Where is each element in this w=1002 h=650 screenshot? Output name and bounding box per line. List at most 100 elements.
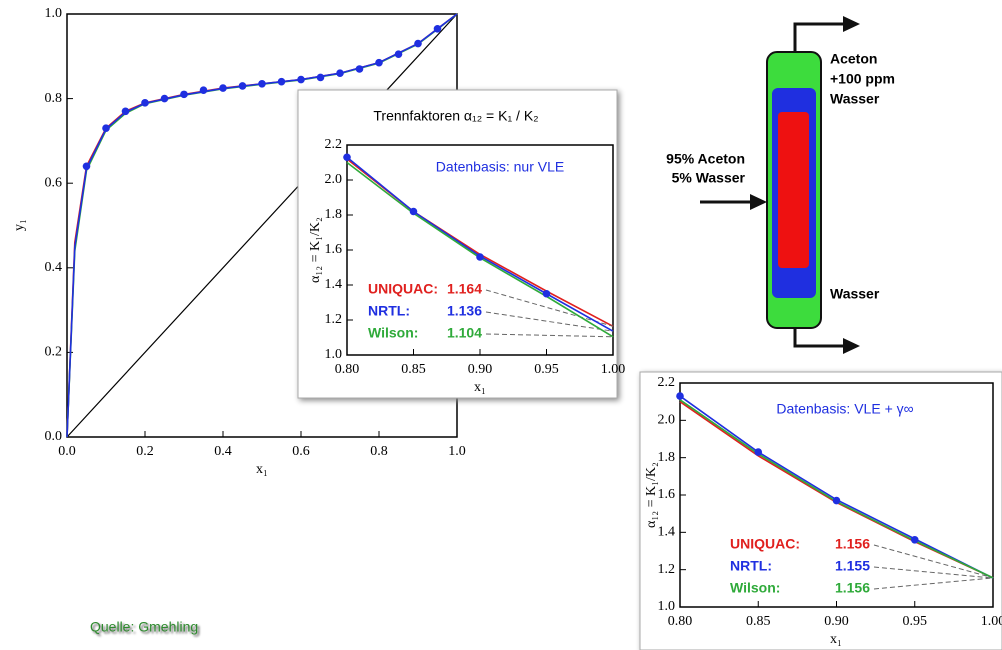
- y-tick-label: 1.6: [325, 242, 343, 257]
- data-point: [542, 289, 551, 298]
- x-tick-label: 0.85: [401, 362, 426, 377]
- leader-line: [873, 544, 994, 579]
- data-point: [375, 58, 383, 67]
- x-tick-label: 0.2: [136, 444, 154, 459]
- y-tick-label: 2.2: [325, 137, 343, 152]
- y-tick-label: 1.2: [325, 312, 343, 327]
- top-pipe: [793, 22, 845, 52]
- x-tick-label: 0.6: [292, 444, 310, 459]
- arrowhead: [750, 194, 767, 210]
- data-point: [82, 162, 91, 171]
- label: Wasser: [830, 91, 880, 107]
- leader-line: [485, 333, 614, 338]
- x-tick-label: 1.00: [981, 614, 1002, 629]
- data-point: [121, 107, 130, 116]
- column-diagram: Aceton +100 ppm Wasser 95% Aceton 5% Was…: [666, 16, 895, 354]
- x-tick-label: 1.0: [448, 444, 466, 459]
- y-tick-label: 1.4: [325, 277, 343, 292]
- data-point: [297, 75, 305, 84]
- data-point: [238, 82, 247, 90]
- x-tick-label: 0.85: [746, 614, 771, 629]
- data-point: [355, 65, 364, 73]
- column-core: [778, 112, 809, 268]
- data-point: [832, 496, 841, 505]
- y-tick-label: 1.0: [658, 599, 676, 614]
- value-label: 1.155: [835, 558, 870, 574]
- x-tick-label: 0.80: [335, 362, 360, 377]
- panel: [639, 371, 1002, 650]
- label: Wasser: [830, 286, 880, 302]
- value-label: 1.136: [447, 303, 482, 319]
- data-point: [754, 448, 763, 456]
- leader-line: [873, 577, 994, 590]
- leader-line: [485, 289, 614, 327]
- chart: 0.80 0.85 0.90 0.95 1.00 1.0 1.2 1.4 1.6 1.8 2.0 2.…: [297, 89, 626, 399]
- data-point: [414, 39, 422, 48]
- y-tick-label: 0.8: [45, 91, 63, 106]
- data-point: [343, 153, 351, 162]
- legend-label: UNIQUAC:: [368, 281, 438, 297]
- diagonal: [66, 13, 458, 438]
- y-tick-label: 2.2: [658, 375, 676, 390]
- x-tick-label: 0.8: [370, 444, 388, 459]
- data-point: [258, 79, 266, 88]
- data-point: [102, 124, 110, 133]
- data-point: [409, 207, 418, 216]
- label: Aceton: [830, 51, 877, 67]
- x-tick-label: 0.95: [903, 614, 928, 629]
- x-axis-label: x₁: [256, 462, 268, 477]
- value-label: 1.156: [835, 536, 870, 552]
- leader-line: [485, 311, 614, 332]
- y-tick-label: 1.2: [658, 562, 676, 577]
- y-tick-label: 0.0: [45, 429, 63, 444]
- data-point: [910, 536, 919, 544]
- annotation: Datenbasis: nur VLE: [436, 159, 564, 175]
- x-tick-label: 0.95: [534, 362, 559, 377]
- x-tick-label: 0.80: [668, 614, 693, 629]
- y-tick-label: 1.0: [325, 347, 343, 362]
- y-tick-label: 2.0: [325, 172, 343, 187]
- data-point: [316, 73, 325, 82]
- legend-label: Wilson:: [730, 580, 780, 596]
- chart-title: Trennfaktoren α₁₂ = K₁ / K₂: [373, 108, 538, 124]
- legend-label: UNIQUAC:: [730, 536, 800, 552]
- label: +100 ppm: [830, 71, 895, 87]
- y-tick-label: 2.0: [658, 413, 676, 428]
- chart: 0.80 0.85 0.90 0.95 1.00 1.0 1.2 1.4 1.6 1.8 2.0 2.…: [639, 371, 1002, 650]
- value-label: 1.156: [835, 580, 870, 596]
- y-tick-label: 1.0: [45, 6, 63, 21]
- x-tick-label: 0.90: [468, 362, 493, 377]
- label: 95% Aceton: [666, 151, 745, 167]
- data-point: [433, 25, 442, 33]
- y-axis-label: α₁₂ = K₁/K₂: [644, 462, 659, 528]
- data-point: [476, 253, 484, 261]
- data-point: [199, 86, 208, 94]
- y-tick-label: 1.8: [325, 207, 343, 222]
- data-point: [160, 94, 169, 103]
- leader-line: [873, 566, 994, 579]
- y-axis-label: y₁: [12, 219, 27, 231]
- chart: 0.0 0.2 0.4 0.6 0.8 1.0 0.0 0.2 0.4 0.6 0.8 1.0 x₁ y₁: [12, 6, 466, 477]
- label: 5% Wasser: [672, 170, 746, 186]
- x-tick-label: 1.00: [601, 362, 626, 377]
- value-label: 1.164: [447, 281, 482, 297]
- x-axis-label: x₁: [474, 380, 486, 395]
- panel: [297, 89, 618, 399]
- data-point: [180, 90, 188, 99]
- x-tick-label: 0.0: [58, 444, 76, 459]
- x-axis-label: x₁: [830, 632, 842, 647]
- bottom-pipe: [793, 328, 845, 348]
- data-point: [219, 84, 227, 92]
- arrowhead: [843, 16, 860, 32]
- annotation: Datenbasis: VLE + γ∞: [776, 401, 913, 417]
- y-tick-label: 1.4: [658, 525, 676, 540]
- data-point: [336, 69, 344, 78]
- data-point: [676, 392, 684, 400]
- y-tick-label: 1.8: [658, 450, 676, 465]
- y-tick-label: 0.2: [45, 345, 63, 360]
- y-tick-label: 0.4: [45, 260, 63, 275]
- legend-label: NRTL:: [368, 303, 410, 319]
- x-tick-label: 0.4: [214, 444, 232, 459]
- y-tick-label: 1.6: [658, 487, 676, 502]
